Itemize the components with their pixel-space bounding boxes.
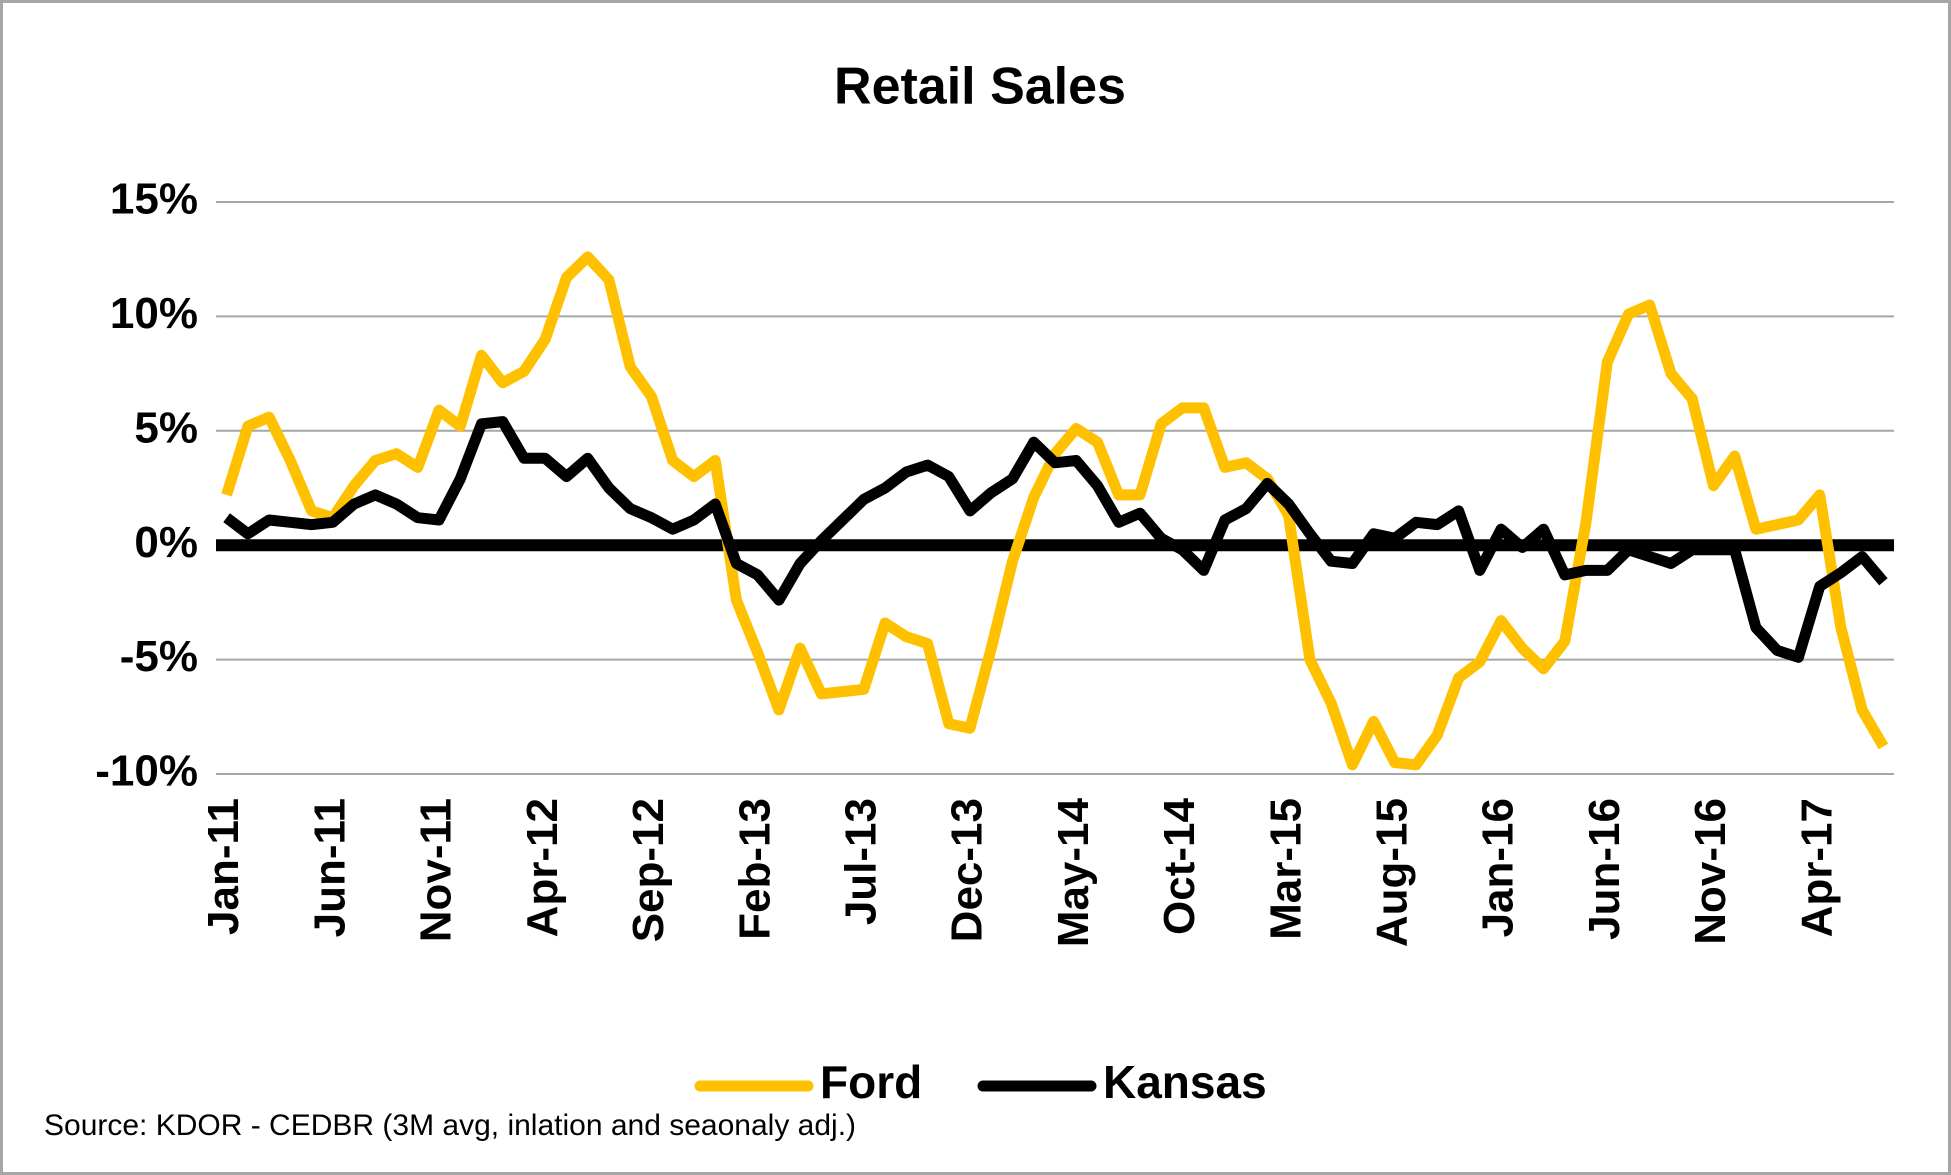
x-tick-label: Aug-15 [1367,798,1416,947]
series-line [221,251,1889,771]
chart-title: Retail Sales [834,58,1126,116]
x-tick-label: Jan-11 [199,798,248,935]
x-tick-label: Sep-12 [624,798,673,942]
y-tick-label: 15% [110,175,198,224]
source-note: Source: KDOR - CEDBR (3M avg, inlation a… [44,1109,856,1142]
legend-label: Kansas [1103,1056,1267,1108]
y-tick-label: -10% [95,747,198,796]
x-tick-label: Mar-15 [1261,798,1310,940]
y-tick-label: 5% [134,403,198,452]
x-tick-label: Oct-14 [1155,797,1204,934]
x-tick-label: Jun-16 [1580,798,1629,940]
x-tick-label: Jun-11 [305,798,354,937]
legend-label: Ford [820,1056,922,1108]
x-tick-label: Apr-12 [518,798,567,937]
x-tick-label: Jan-16 [1474,798,1523,937]
y-tick-label: 10% [110,289,198,338]
y-tick-label: 0% [134,518,198,567]
x-tick-label: Nov-11 [412,798,461,942]
series-line [223,416,1888,663]
x-tick-label: Apr-17 [1792,798,1841,937]
y-tick-label: -5% [120,632,198,681]
x-tick-label: Feb-13 [730,798,779,940]
x-tick-label: Jul-13 [836,798,885,925]
x-tick-label: May-14 [1049,797,1098,947]
x-tick-label: Nov-16 [1686,798,1735,945]
x-tick-label: Dec-13 [943,798,992,942]
